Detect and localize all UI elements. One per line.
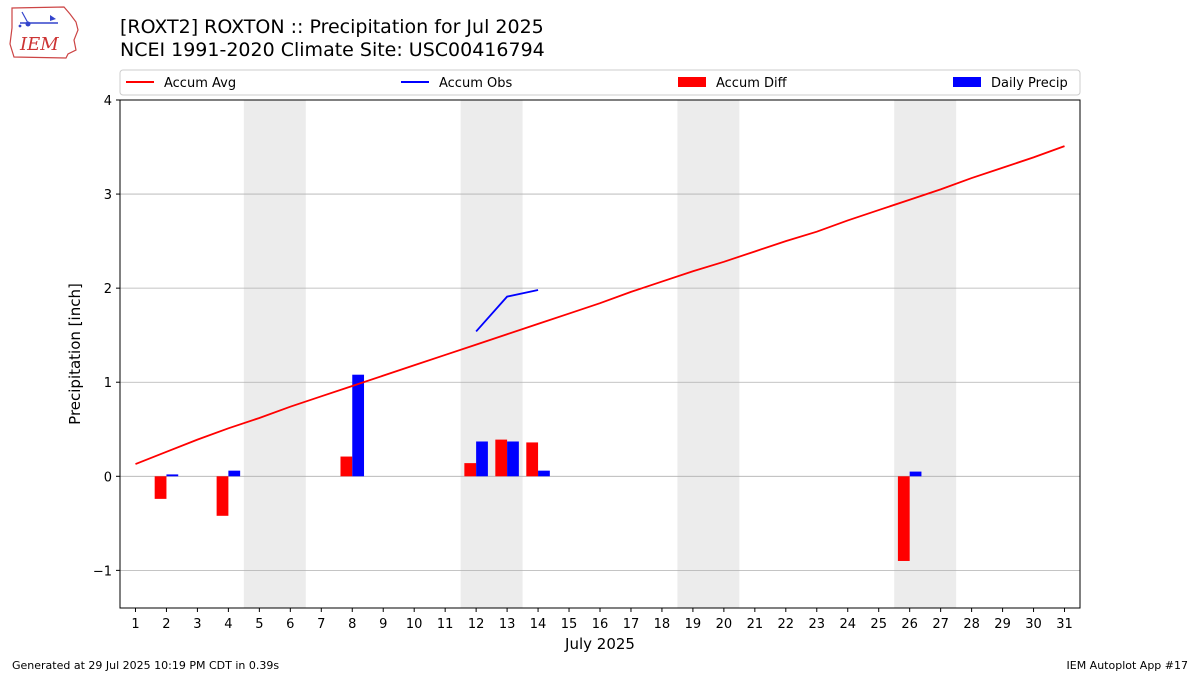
accum-diff-bar-26	[897, 476, 910, 561]
weekend-shade-0	[243, 100, 306, 608]
x-tick-label-22: 22	[778, 617, 795, 632]
legend-label-accum-avg: Accum Avg	[164, 76, 236, 91]
x-tick-label-31: 31	[1056, 617, 1073, 632]
x-tick-label-24: 24	[839, 617, 856, 632]
accum-avg-line	[135, 145, 1065, 465]
x-tick-label-8: 8	[348, 617, 356, 632]
daily-precip-bar-14	[538, 470, 550, 477]
y-tick-label-3: 2	[104, 282, 112, 297]
daily-precip-bar-12	[476, 441, 488, 477]
daily-precip-bar-26	[909, 471, 922, 477]
legend-swatch-accum-diff	[678, 77, 706, 87]
x-tick-label-30: 30	[1025, 617, 1042, 632]
x-tick-label-25: 25	[870, 617, 887, 632]
x-tick-label-11: 11	[437, 617, 454, 632]
legend-box	[119, 69, 1081, 96]
y-tick-label-4: 3	[104, 188, 112, 203]
x-tick-label-17: 17	[623, 617, 640, 632]
accum-diff-bar-2	[154, 476, 167, 499]
x-tick-label-23: 23	[809, 617, 826, 632]
x-tick-label-29: 29	[994, 617, 1011, 632]
x-axis-label: July 2025	[564, 635, 635, 653]
y-tick-label-5: 4	[104, 94, 112, 109]
x-tick-label-1: 1	[131, 617, 139, 632]
x-tick-label-5: 5	[255, 617, 263, 632]
weekend-shade-2	[677, 100, 740, 608]
y-tick-label-1: 0	[104, 470, 112, 485]
svg-text:IEM: IEM	[19, 34, 59, 55]
y-tick-label-2: 1	[104, 376, 112, 391]
daily-precip-bar-13	[507, 441, 519, 477]
x-tick-label-9: 9	[379, 617, 387, 632]
x-tick-label-4: 4	[224, 617, 232, 632]
x-tick-label-2: 2	[162, 617, 170, 632]
accum-diff-bar-14	[526, 442, 539, 477]
x-tick-label-14: 14	[530, 617, 547, 632]
x-tick-label-10: 10	[406, 617, 423, 632]
iem-logo: IEM	[9, 6, 79, 59]
x-tick-label-19: 19	[685, 617, 702, 632]
app-credit: IEM Autoplot App #17	[1066, 659, 1189, 672]
generated-timestamp: Generated at 29 Jul 2025 10:19 PM CDT in…	[12, 659, 280, 672]
y-tick-label-0: −1	[93, 564, 112, 579]
accum-diff-bar-12	[464, 463, 477, 477]
accum-diff-bar-13	[495, 439, 508, 477]
accum-diff-bar-4	[216, 476, 229, 516]
x-tick-label-16: 16	[592, 617, 609, 632]
x-tick-label-28: 28	[963, 617, 980, 632]
y-axis-label: Precipitation [inch]	[66, 283, 84, 425]
x-tick-label-21: 21	[747, 617, 764, 632]
legend-swatch-daily-precip	[953, 77, 981, 87]
accum-diff-bar-8	[340, 456, 353, 477]
x-tick-label-20: 20	[716, 617, 733, 632]
weekend-shade-1	[460, 100, 523, 608]
x-tick-label-13: 13	[499, 617, 516, 632]
legend-label-daily-precip: Daily Precip	[991, 76, 1068, 91]
x-tick-label-27: 27	[932, 617, 949, 632]
x-tick-label-18: 18	[654, 617, 671, 632]
x-tick-label-6: 6	[286, 617, 294, 632]
x-tick-label-3: 3	[193, 617, 201, 632]
chart-title: [ROXT2] ROXTON :: Precipitation for Jul …	[120, 16, 544, 38]
x-tick-label-15: 15	[561, 617, 578, 632]
chart-subtitle: NCEI 1991-2020 Climate Site: USC00416794	[120, 39, 545, 61]
legend-label-accum-obs: Accum Obs	[439, 76, 512, 91]
daily-precip-bar-4	[228, 470, 241, 477]
x-tick-label-26: 26	[901, 617, 918, 632]
x-tick-label-7: 7	[317, 617, 325, 632]
legend-label-accum-diff: Accum Diff	[716, 76, 788, 91]
daily-precip-bar-2	[166, 474, 179, 477]
daily-precip-bar-8	[352, 374, 365, 477]
accum-obs-line	[475, 289, 539, 333]
x-tick-label-12: 12	[468, 617, 485, 632]
